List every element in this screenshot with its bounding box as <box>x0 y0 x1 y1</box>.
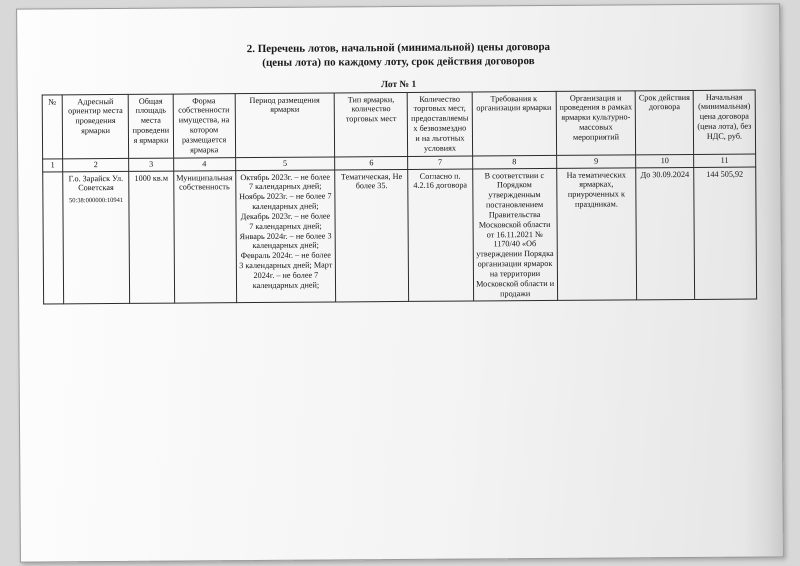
cell-requirements: В соответствии с Порядком утвержденным п… <box>472 168 557 302</box>
idx-3: 3 <box>129 158 173 171</box>
lot-table: № Адресный ориентир места проведения ярм… <box>42 89 757 305</box>
cell-number <box>43 171 64 304</box>
col-requirements: Требования к организации ярмарки <box>472 91 557 156</box>
col-cultural: Организация и проведения в рамках ярмарк… <box>556 90 636 155</box>
col-type: Тип ярмарки, количество торговых мест <box>334 92 408 157</box>
title-line-2: (цены лота) по каждому лоту, срок действ… <box>262 55 534 69</box>
idx-11: 11 <box>694 154 756 167</box>
col-period: Период размещения ярмарки <box>235 93 335 158</box>
cell-address-main: Г.о. Зарайск Ул. Советская <box>69 173 124 192</box>
col-term: Срок действия договора <box>636 90 694 154</box>
idx-4: 4 <box>173 157 235 170</box>
idx-8: 8 <box>472 155 556 168</box>
cell-ownership: Муниципальная собственность <box>173 170 236 303</box>
idx-7: 7 <box>408 156 472 169</box>
table-row: Г.о. Зарайск Ул. Советская 50:38:000000:… <box>43 167 757 305</box>
idx-5: 5 <box>235 157 335 171</box>
idx-6: 6 <box>335 156 408 169</box>
col-number: № <box>42 94 62 158</box>
cell-cultural: На тематических ярмарках, приуроченных к… <box>556 167 637 301</box>
idx-10: 10 <box>636 154 694 167</box>
cell-period: Октябрь 2023г. – не более 7 календарных … <box>235 169 336 303</box>
col-area: Общая площадь места проведения ярмарки <box>129 94 174 158</box>
col-address: Адресный ориентир места проведения ярмар… <box>62 94 129 159</box>
cell-price: 144 505,92 <box>694 167 757 300</box>
col-free-spots: Количество торговых мест, предоставляемы… <box>407 92 472 157</box>
cell-address-cadastral: 50:38:000000:10941 <box>65 197 126 205</box>
table-header-row: № Адресный ориентир места проведения ярм… <box>42 90 755 159</box>
cell-area: 1000 кв.м <box>129 171 174 304</box>
cell-address: Г.о. Зарайск Ул. Советская 50:38:000000:… <box>63 171 130 304</box>
page-title: 2. Перечень лотов, начальной (минимально… <box>17 38 779 72</box>
cell-type: Тематическая, Не более 35. <box>335 169 409 302</box>
idx-2: 2 <box>63 158 130 171</box>
cell-term: До 30.09.2024 <box>636 167 694 300</box>
title-line-1: 2. Перечень лотов, начальной (минимально… <box>247 41 550 55</box>
idx-1: 1 <box>43 159 63 172</box>
col-ownership: Форма собственности имущества, на которо… <box>173 93 235 157</box>
col-price: Начальная (минимальная) цена договора (ц… <box>693 90 756 154</box>
idx-9: 9 <box>556 155 636 168</box>
scanned-page: 2. Перечень лотов, начальной (минимально… <box>16 3 784 562</box>
cell-free-spots: Согласно п. 4.2.16 договора <box>408 168 473 301</box>
